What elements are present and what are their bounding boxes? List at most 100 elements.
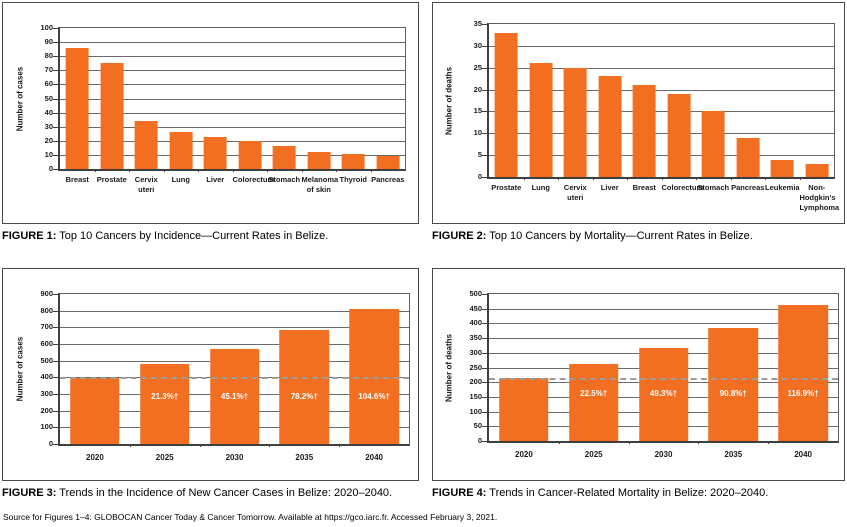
bar	[778, 305, 828, 441]
x-tick-mark	[301, 169, 303, 172]
x-tick-mark	[94, 169, 96, 172]
y-tick-mark	[482, 155, 487, 157]
bar	[100, 63, 124, 169]
x-tick-mark	[198, 169, 199, 172]
y-tick-mark	[53, 360, 58, 362]
y-tick-mark	[482, 67, 487, 69]
gridline	[489, 45, 834, 47]
y-tick-mark	[53, 427, 58, 429]
bar	[638, 347, 689, 441]
x-tick-mark	[558, 441, 560, 444]
x-tick-mark	[129, 169, 130, 172]
x-category-label: 2020	[514, 450, 533, 459]
figure-1-y-axis-title: Number of cases	[15, 66, 25, 132]
y-tick-label: 40	[44, 107, 53, 117]
figure-4-chart: 0 50 100 150 200 250 300 350 400 450 500 2020 2025 20…	[469, 289, 839, 459]
x-category-label: Melanoma of skin	[301, 175, 339, 194]
y-tick-mark	[53, 344, 58, 345]
figure-3-caption-label: FIGURE 3:	[2, 487, 57, 499]
y-tick-mark	[482, 338, 487, 340]
bar-percent-label: 78.2%†	[290, 391, 318, 401]
y-tick-mark	[53, 327, 58, 329]
gridline	[489, 338, 838, 340]
gridline	[60, 84, 405, 86]
x-tick-mark	[129, 444, 131, 447]
y-tick-label: 35	[473, 19, 482, 29]
gridline	[60, 126, 405, 128]
y-tick-label: 700	[40, 322, 53, 332]
y-tick-mark	[53, 377, 58, 379]
x-category-label: Liver	[206, 175, 225, 184]
y-tick-label: 25	[473, 62, 482, 72]
bar	[598, 76, 622, 177]
y-tick-label: 90	[44, 37, 53, 47]
y-tick-label: 100	[40, 23, 53, 33]
x-category-label: Stomach	[268, 175, 301, 184]
bar	[529, 63, 553, 177]
y-tick-label: 450	[469, 303, 482, 313]
x-category-label: Lung	[531, 183, 550, 192]
figure-2-caption-text: Top 10 Cancers by Mortality—Current Rate…	[486, 230, 753, 242]
bar	[349, 309, 399, 444]
x-tick-mark	[628, 441, 630, 444]
y-tick-mark	[482, 441, 487, 442]
y-tick-label: 15	[473, 106, 482, 116]
x-category-label: Breast	[65, 175, 89, 184]
y-tick-mark	[53, 28, 58, 29]
y-tick-label: 500	[469, 289, 482, 299]
bar	[134, 121, 158, 169]
gridline	[60, 327, 409, 329]
y-tick-mark	[482, 294, 487, 295]
y-tick-mark	[53, 169, 58, 170]
x-category-label: Stomach	[697, 183, 730, 192]
y-tick-mark	[482, 45, 487, 47]
x-category-label: 2040	[365, 453, 383, 462]
y-tick-label: 30	[473, 40, 482, 50]
x-tick-mark	[799, 177, 801, 180]
y-tick-label: 200	[40, 405, 53, 415]
bar-percent-label: 116.9%†	[787, 389, 819, 399]
y-tick-mark	[482, 24, 487, 25]
figure-3-panel: Number of cases 0 100 200 300 400 500 600 700 80…	[2, 268, 419, 481]
gridline	[60, 42, 405, 44]
gridline	[60, 310, 409, 312]
x-tick-mark	[768, 441, 770, 444]
x-category-label: 2020	[85, 453, 104, 462]
y-tick-mark	[482, 89, 487, 91]
figure-2-caption: FIGURE 2: Top 10 Cancers by Mortality—Cu…	[432, 230, 845, 242]
bar	[307, 152, 331, 169]
x-category-label: 2035	[295, 453, 314, 462]
bar	[667, 93, 691, 177]
y-tick-label: 0	[477, 172, 482, 182]
bar-percent-label: 45.1%†	[220, 391, 249, 401]
y-tick-mark	[53, 56, 58, 58]
y-tick-label: 900	[40, 289, 53, 299]
y-tick-label: 70	[44, 65, 53, 75]
bar	[238, 140, 262, 169]
figure-2-panel: Number of deaths 0 5 10 15 20 25 30 35 Prostate L…	[432, 2, 845, 224]
x-category-label: Liver	[600, 183, 619, 192]
y-tick-mark	[482, 177, 487, 178]
figure-3-y-axis-title: Number of cases	[15, 336, 25, 402]
y-tick-label: 500	[40, 355, 53, 365]
gridline	[60, 56, 405, 58]
y-tick-label: 30	[44, 121, 53, 131]
y-tick-mark	[53, 410, 58, 412]
gridline	[489, 67, 834, 69]
figure-3-caption: FIGURE 3: Trends in the Incidence of New…	[2, 487, 419, 499]
bar-percent-label: 22.5%†	[580, 389, 608, 399]
y-tick-label: 350	[469, 333, 482, 343]
x-category-label: Leukemia	[765, 183, 800, 192]
y-tick-label: 50	[473, 421, 482, 431]
y-tick-mark	[53, 70, 58, 72]
y-tick-label: 400	[40, 372, 53, 382]
y-tick-mark	[482, 111, 487, 113]
y-tick-label: 0	[48, 439, 53, 449]
y-tick-mark	[482, 426, 487, 428]
y-tick-label: 100	[469, 406, 482, 416]
gridline	[60, 344, 409, 345]
x-category-label: Lung	[171, 175, 190, 184]
x-category-label: Colorectum	[232, 175, 275, 184]
y-tick-label: 50	[44, 93, 53, 103]
figure-2-chart: 0 5 10 15 20 25 30 35 Prostate Lung Cervix uteri Li…	[474, 19, 840, 211]
